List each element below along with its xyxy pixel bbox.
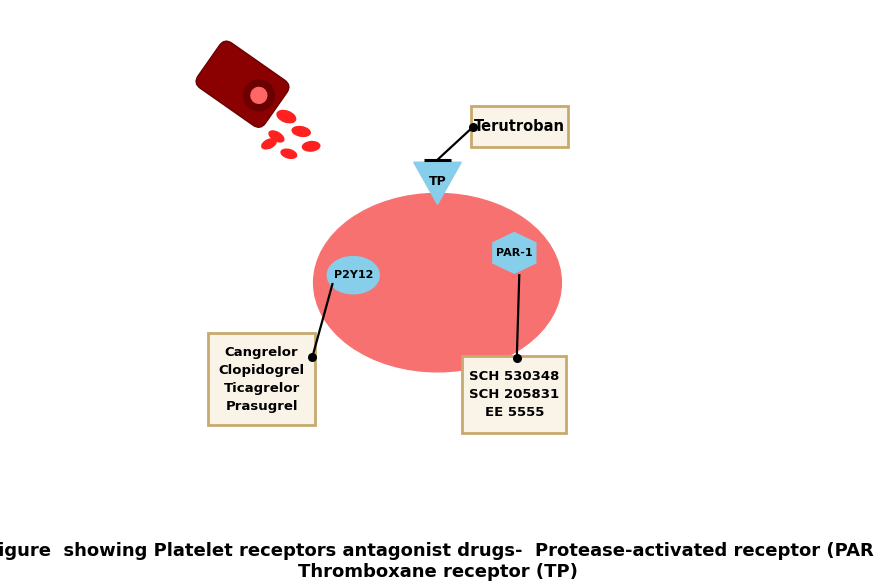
Ellipse shape bbox=[243, 80, 274, 111]
FancyBboxPatch shape bbox=[196, 41, 289, 127]
Text: Figure  showing Platelet receptors antagonist drugs-  Protease-activated recepto: Figure showing Platelet receptors antago… bbox=[0, 543, 875, 581]
Text: SCH 530348
SCH 205831
EE 5555: SCH 530348 SCH 205831 EE 5555 bbox=[469, 370, 559, 419]
FancyBboxPatch shape bbox=[462, 356, 566, 433]
Ellipse shape bbox=[276, 110, 297, 123]
Text: PAR-1: PAR-1 bbox=[496, 248, 533, 258]
FancyBboxPatch shape bbox=[208, 333, 315, 425]
Text: Cangrelor
Clopidogrel
Ticagrelor
Prasugrel: Cangrelor Clopidogrel Ticagrelor Prasugr… bbox=[219, 346, 304, 413]
Ellipse shape bbox=[302, 141, 320, 152]
Text: Terutroban: Terutroban bbox=[473, 119, 564, 134]
Text: TP: TP bbox=[429, 175, 446, 187]
Ellipse shape bbox=[291, 126, 311, 137]
Polygon shape bbox=[414, 162, 461, 204]
Ellipse shape bbox=[313, 193, 562, 372]
Ellipse shape bbox=[251, 88, 267, 103]
FancyBboxPatch shape bbox=[471, 106, 568, 147]
Text: P2Y12: P2Y12 bbox=[333, 270, 373, 280]
Ellipse shape bbox=[327, 256, 379, 294]
Ellipse shape bbox=[269, 130, 284, 142]
Ellipse shape bbox=[261, 138, 276, 150]
Polygon shape bbox=[493, 232, 536, 273]
Ellipse shape bbox=[280, 148, 298, 159]
